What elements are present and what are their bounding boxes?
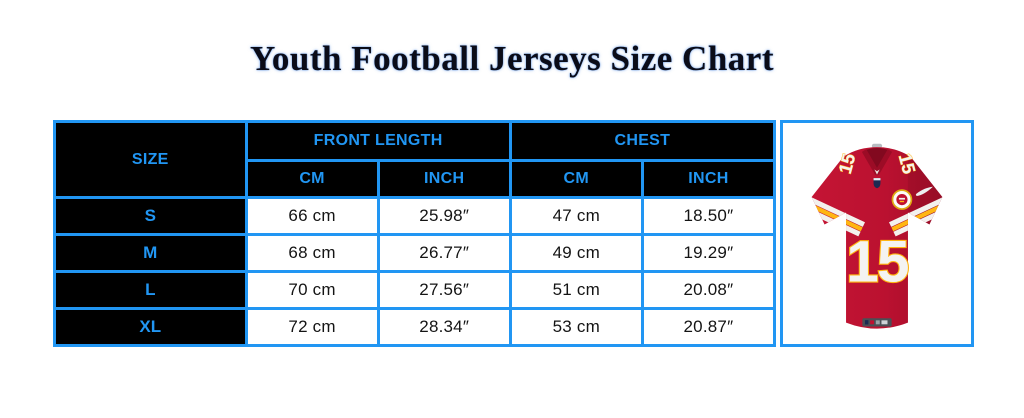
right-shoulder-number: 15 — [895, 151, 920, 176]
front-cm-cell: 70 cm — [244, 270, 380, 310]
front-cm-cell: 72 cm — [244, 307, 380, 347]
chest-number: 15 — [846, 229, 908, 294]
size-cell: S — [53, 196, 248, 236]
collar-insert — [874, 169, 880, 175]
page-title: Youth Football Jerseys Size Chart — [250, 39, 774, 78]
size-cell: L — [53, 270, 248, 310]
chest-inch-cell: 19.29″ — [640, 233, 777, 273]
table-row-xl: XL 72 cm 28.34″ 53 cm 20.87″ — [53, 307, 777, 347]
table-row-l: L 70 cm 27.56″ 51 cm 20.08″ — [53, 270, 777, 310]
header-row-groups: SIZE FRONT LENGTH CHEST — [53, 120, 777, 199]
nike-swoosh-icon — [915, 186, 933, 196]
jersey-product-image: 15 15 15 — [780, 120, 974, 347]
size-cell: XL — [53, 307, 248, 347]
hanger-loop — [871, 143, 883, 148]
front-length-inch-header: INCH — [376, 159, 512, 199]
chest-cm-header: CM — [508, 159, 644, 199]
nfl-shield-icon — [873, 177, 881, 188]
chest-inch-cell: 20.08″ — [640, 270, 777, 310]
chest-cm-cell: 53 cm — [508, 307, 644, 347]
front-inch-cell: 27.56″ — [376, 270, 512, 310]
collar-inner — [864, 147, 890, 173]
chest-inch-header: INCH — [640, 159, 777, 199]
front-cm-cell: 66 cm — [244, 196, 380, 236]
chest-cm-cell: 51 cm — [508, 270, 644, 310]
jock-tag — [862, 317, 892, 326]
chiefs-patch-icon — [891, 188, 913, 210]
chest-inch-cell: 20.87″ — [640, 307, 777, 347]
chest-cm-cell: 49 cm — [508, 233, 644, 273]
chest-header: CHEST — [508, 120, 777, 162]
chest-inch-cell: 18.50″ — [640, 196, 777, 236]
football-jersey-illustration: 15 15 15 — [811, 143, 943, 329]
front-length-cm-header: CM — [244, 159, 380, 199]
front-inch-cell: 28.34″ — [376, 307, 512, 347]
front-length-header: FRONT LENGTH — [244, 120, 512, 162]
size-cell: M — [53, 233, 248, 273]
front-inch-cell: 26.77″ — [376, 233, 512, 273]
header-row-units: CM INCH CM INCH — [55, 159, 777, 199]
front-inch-cell: 25.98″ — [376, 196, 512, 236]
front-cm-cell: 68 cm — [244, 233, 380, 273]
size-column-header: SIZE — [53, 120, 248, 199]
table-row-s: S 66 cm 25.98″ 47 cm 18.50″ — [53, 196, 777, 236]
size-chart-table: SIZE FRONT LENGTH CHEST CM INCH CM INCH … — [53, 120, 777, 347]
jersey-body — [811, 146, 943, 329]
chest-cm-cell: 47 cm — [508, 196, 644, 236]
table-row-m: M 68 cm 26.77″ 49 cm 19.29″ — [53, 233, 777, 273]
size-chart-area: SIZE FRONT LENGTH CHEST CM INCH CM INCH … — [53, 120, 974, 347]
